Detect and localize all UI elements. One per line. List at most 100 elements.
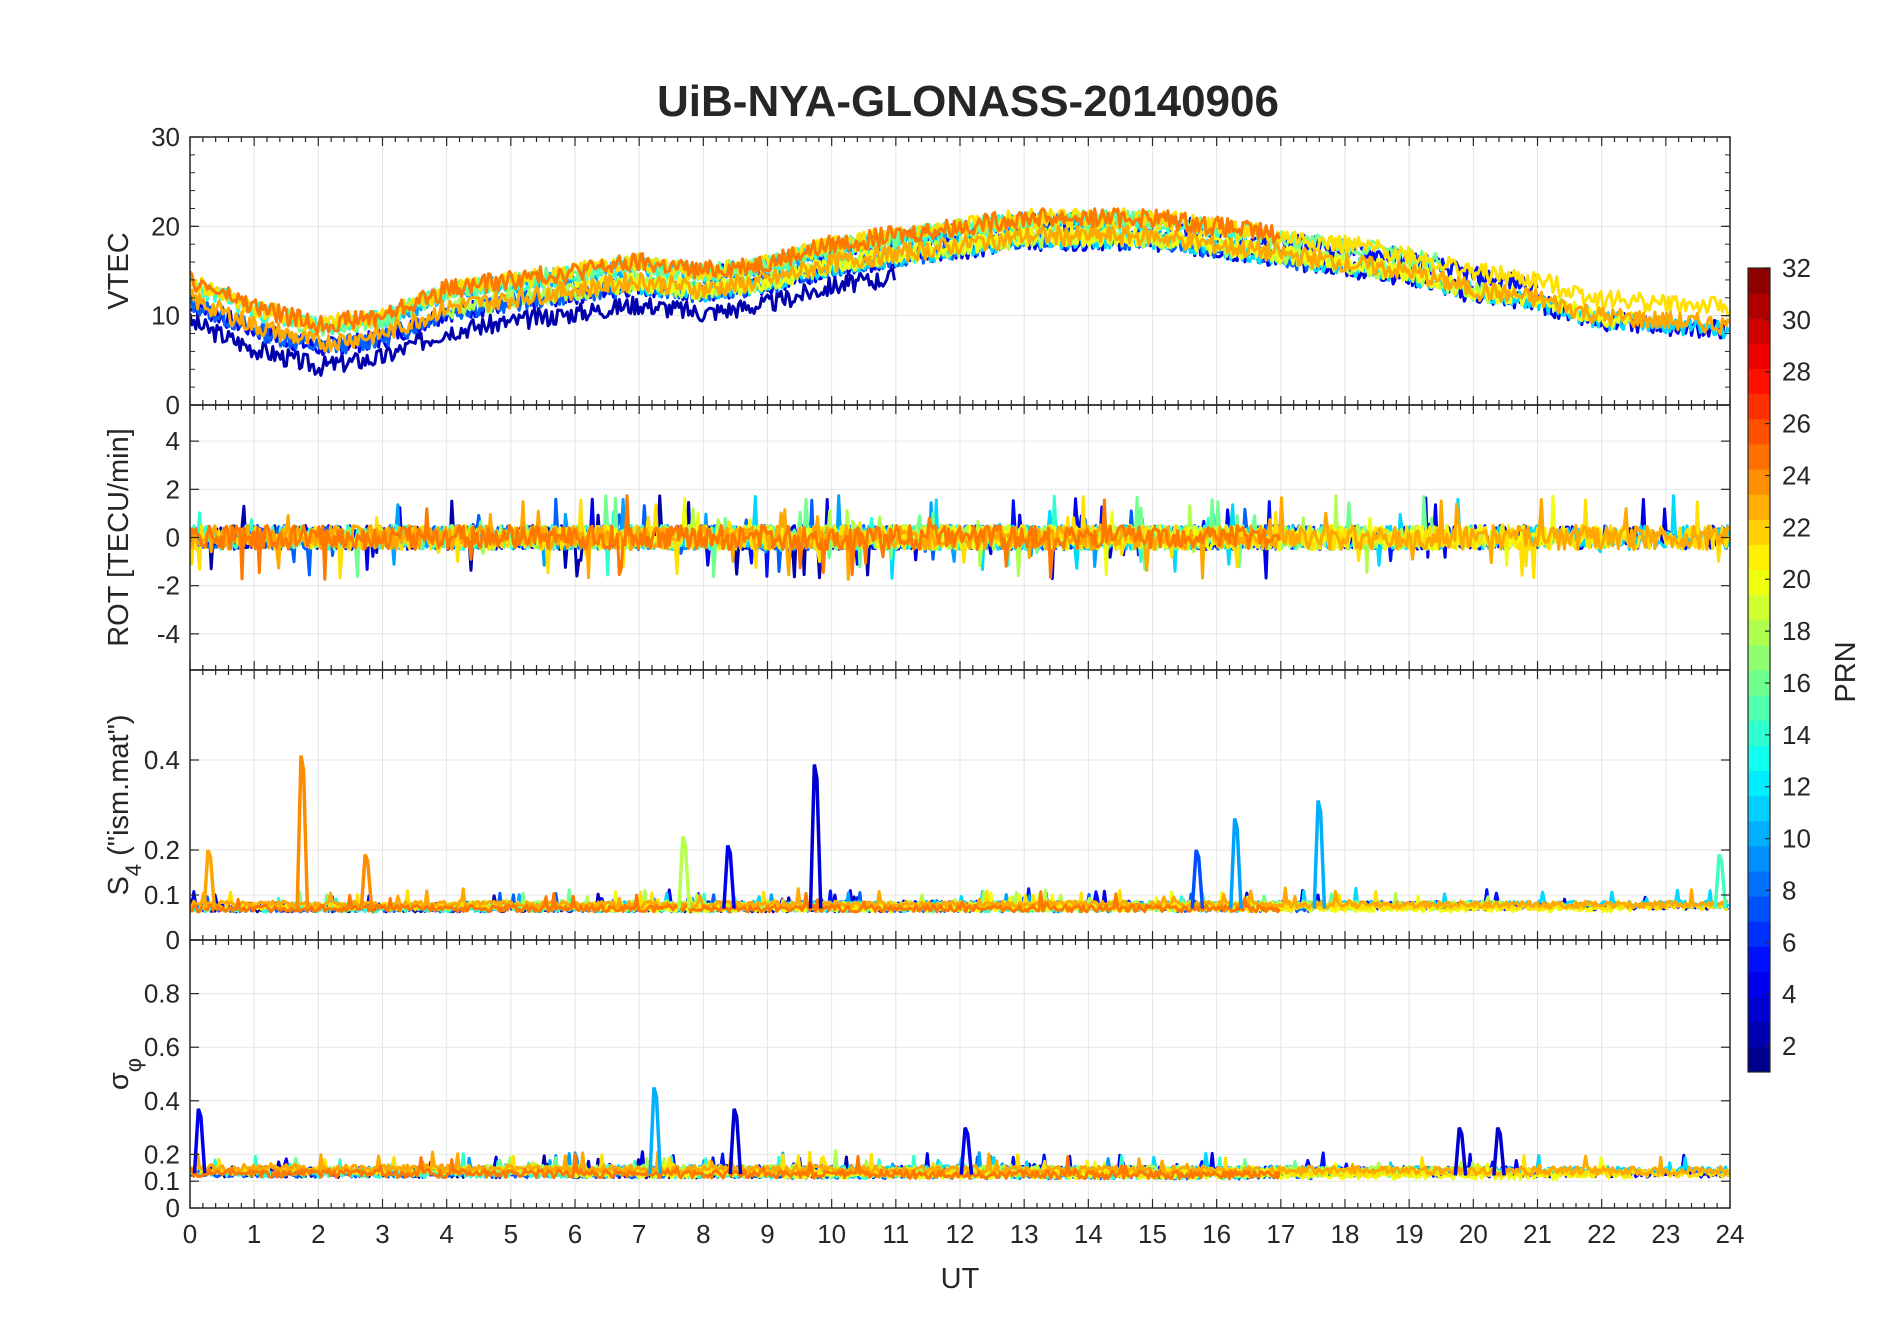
- x-tick-label: 11: [882, 1219, 909, 1249]
- spike-s4-6: [1190, 849, 1205, 909]
- panel-s4: 0 0.1 0.2 0.4S4 ("ism.mat"): [103, 669, 1731, 955]
- x-tick-label: 21: [1523, 1219, 1552, 1249]
- panel-sigma-ticks: [189, 940, 1731, 1209]
- x-tick-label: 12: [946, 1219, 975, 1249]
- colorbar-bin: [1748, 795, 1770, 822]
- y-tick-label-s4: 0: [166, 925, 180, 955]
- x-tick-label: 2: [311, 1219, 325, 1249]
- colorbar-tick-label: 26: [1782, 409, 1811, 439]
- y-tick-label-sigma: 0.8: [144, 979, 180, 1009]
- x-tick-label: 1: [247, 1219, 261, 1249]
- panel-sigma-grid: [190, 940, 1730, 1209]
- x-tick-label: 5: [504, 1219, 518, 1249]
- panel-sigma-lines: [190, 1086, 1730, 1181]
- y-tick-label-rot: -2: [157, 571, 180, 601]
- y-tick-label-vtec: 0: [166, 390, 180, 420]
- y-tick-label-s4: 0.1: [144, 880, 180, 910]
- colorbar-bin: [1748, 971, 1770, 998]
- spike-s4-3: [677, 835, 691, 909]
- colorbar-frame: [1747, 267, 1771, 1073]
- colorbar-bin: [1748, 670, 1770, 696]
- panel-rot: -4 -2 0 2 4 ROT [TECU/min]: [103, 404, 1731, 671]
- panel-s4-ticks: [189, 670, 1731, 941]
- colorbar-tick-label: 24: [1782, 460, 1811, 490]
- colorbar-bin: [1748, 820, 1770, 847]
- colorbar-bin: [1748, 569, 1770, 596]
- series-line-vtec-prn-22: [190, 224, 1730, 353]
- colorbar-tick-label: 6: [1782, 927, 1796, 957]
- colorbar-bin: [1748, 443, 1770, 470]
- colorbar-bin: [1748, 996, 1770, 1023]
- colorbar-bin: [1748, 845, 1770, 872]
- series-line-rot-prn-24: [190, 494, 1281, 581]
- x-tick-label: 16: [1202, 1219, 1231, 1249]
- panel-s4-lines: [190, 755, 1730, 914]
- panel-rot-lines: [190, 494, 1730, 581]
- colorbar-tick-label: 22: [1782, 512, 1811, 542]
- panel-vtec-lines: [190, 207, 1730, 377]
- x-tick-label: 13: [1010, 1219, 1039, 1249]
- spike-sigma-2: [728, 1108, 743, 1175]
- colorbar-bin: [1748, 644, 1770, 671]
- colorbar-label: PRN: [1830, 641, 1862, 702]
- y-tick-label-vtec: 10: [151, 301, 180, 331]
- spike-s4-1: [359, 853, 374, 909]
- colorbar-bin: [1748, 1021, 1770, 1048]
- spike-sigma-5: [1492, 1126, 1506, 1176]
- x-tick-label: 10: [817, 1219, 846, 1249]
- x-tick-label: 6: [568, 1219, 582, 1249]
- colorbar-bin: [1748, 268, 1770, 294]
- panel-rot-ticks: [189, 405, 1731, 670]
- colorbar-bin: [1748, 1046, 1770, 1073]
- spike-sigma-3: [959, 1126, 974, 1175]
- x-tick-label: 24: [1716, 1219, 1745, 1249]
- panel-vtec: 0 10 20 30 VTEC: [103, 122, 1731, 420]
- y-tick-label-s4: 0.4: [144, 745, 180, 775]
- y-tick-label-vtec: 30: [151, 122, 180, 152]
- colorbar-tick-label: 10: [1782, 824, 1811, 854]
- spike-sigma-4: [1453, 1126, 1468, 1176]
- chart-title: UiB-NYA-GLONASS-20140906: [657, 77, 1279, 126]
- spike-sigma-1: [648, 1086, 663, 1175]
- spike-s4-9: [1713, 853, 1728, 909]
- y-tick-label-sigma: 0.1: [144, 1166, 180, 1196]
- colorbar-bin: [1748, 544, 1770, 570]
- x-tick-label: 22: [1587, 1219, 1616, 1249]
- series-line-sigma-prn-24: [190, 1152, 1281, 1181]
- y-tick-label-sigma: 0: [166, 1193, 180, 1223]
- y-tick-label-rot: 4: [166, 426, 180, 456]
- colorbar-bin: [1748, 494, 1770, 520]
- spike-s4-5: [808, 764, 823, 909]
- x-tick-label: 9: [760, 1219, 774, 1249]
- colorbar-bin: [1748, 469, 1770, 495]
- x-tick-label: 0: [183, 1219, 197, 1249]
- spike-s4-4: [722, 844, 736, 909]
- x-tick-label: 18: [1331, 1219, 1360, 1249]
- colorbar-tick-label: 2: [1782, 1031, 1796, 1061]
- x-tick-label: 3: [375, 1219, 389, 1249]
- y-tick-label-vtec: 20: [151, 211, 180, 241]
- y-tick-label-sigma: 0.4: [144, 1086, 180, 1116]
- colorbar-bin: [1748, 393, 1770, 420]
- y-tick-label-s4: 0.2: [144, 835, 180, 865]
- panel-vtec-ticks: [189, 136, 1731, 406]
- x-tick-label: 20: [1459, 1219, 1488, 1249]
- colorbar-bin: [1748, 519, 1770, 545]
- colorbar-tick-label: 4: [1782, 979, 1796, 1009]
- y-axis-label-s4: S4 ("ism.mat"): [103, 714, 146, 895]
- colorbar-bin: [1748, 946, 1770, 972]
- series-line-vtec-prn-20: [190, 207, 1730, 332]
- spike-s4-7: [1229, 818, 1243, 909]
- series-line-vtec-prn-24: [190, 207, 1281, 335]
- spike-s4-0: [295, 755, 310, 909]
- spike-s4-2: [202, 849, 217, 909]
- colorbar-tick-label: 8: [1782, 875, 1796, 905]
- colorbar-bin: [1748, 921, 1770, 947]
- colorbar-bin: [1748, 896, 1770, 922]
- spike-s4-8: [1312, 800, 1327, 909]
- x-tick-label: 14: [1074, 1219, 1103, 1249]
- x-tick-label: 15: [1138, 1219, 1167, 1249]
- colorbar-tick-label: 14: [1782, 720, 1811, 750]
- x-axis-label: UT: [941, 1263, 980, 1295]
